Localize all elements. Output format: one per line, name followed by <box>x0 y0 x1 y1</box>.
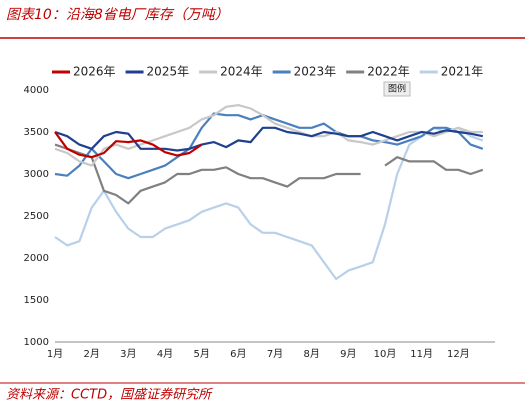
legend-label: 2022年 <box>367 65 410 79</box>
x-tick-label: 9月 <box>340 348 356 360</box>
x-tick-label: 8月 <box>303 348 319 360</box>
series-line <box>54 126 484 281</box>
x-tick-label: 10月 <box>374 348 397 360</box>
x-tick-label: 3月 <box>120 348 136 360</box>
x-tick-label: 12月 <box>447 348 470 360</box>
legend-button-label[interactable]: 图例 <box>388 83 406 95</box>
legend-label: 2023年 <box>294 65 337 79</box>
x-tick-label: 7月 <box>267 348 283 360</box>
y-tick-label: 3500 <box>24 127 49 138</box>
source: 资料来源：CCTD，国盛证券研究所 <box>6 387 213 403</box>
y-tick-label: 1500 <box>24 295 49 306</box>
legend-label: 2024年 <box>220 65 263 79</box>
series-line <box>54 143 484 205</box>
y-tick-label: 4000 <box>24 85 49 96</box>
y-tick-label: 3000 <box>24 169 49 180</box>
legend-label: 2021年 <box>441 65 484 79</box>
x-tick-label: 2月 <box>83 348 99 360</box>
y-tick-label: 2000 <box>24 253 49 264</box>
y-tick-label: 1000 <box>24 337 49 348</box>
series-line <box>54 104 483 167</box>
series-line <box>54 131 203 159</box>
series-line <box>54 112 484 180</box>
x-tick-label: 1月 <box>47 348 63 360</box>
x-tick-label: 6月 <box>230 348 246 360</box>
x-tick-label: 11月 <box>410 348 433 360</box>
legend-label: 2025年 <box>147 65 190 79</box>
legend-label: 2026年 <box>73 65 116 79</box>
x-tick-label: 5月 <box>193 348 209 360</box>
legend-button[interactable] <box>383 81 411 97</box>
series-line <box>54 126 484 152</box>
chart-title: 图表10：沿海8省电厂库存（万吨） <box>6 7 229 23</box>
y-tick-label: 2500 <box>24 211 49 222</box>
x-tick-label: 4月 <box>157 348 173 360</box>
